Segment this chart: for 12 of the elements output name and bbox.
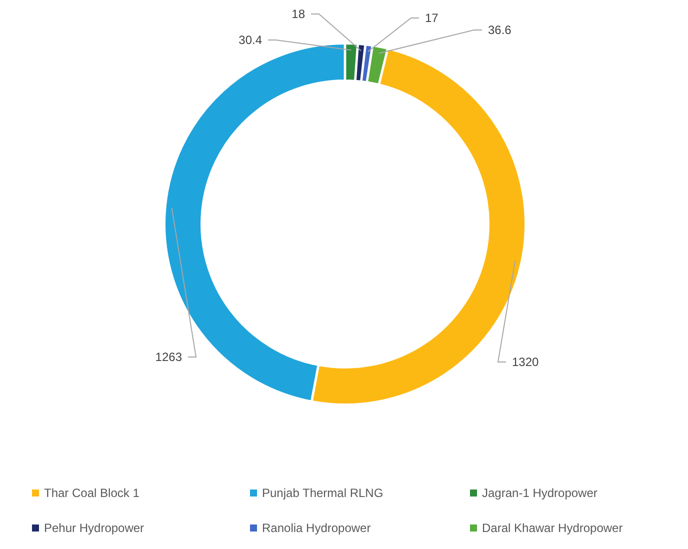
legend-label: Pehur Hydropower [44,521,144,536]
data-label: 30.4 [238,33,262,48]
data-label: 1263 [155,350,182,364]
legend-label: Daral Khawar Hydropower [482,521,623,536]
data-label: 36.6 [488,23,512,38]
legend-label: Jagran-1 Hydropower [482,486,598,500]
data-label: 1320 [512,355,540,370]
data-label: 17 [425,11,439,26]
legend-label: Ranolia Hydropower [262,521,371,536]
legend-label: Thar Coal Block 1 [44,486,140,500]
data-label: 18 [292,7,306,22]
legend-label: Punjab Thermal RLNG [262,486,384,500]
